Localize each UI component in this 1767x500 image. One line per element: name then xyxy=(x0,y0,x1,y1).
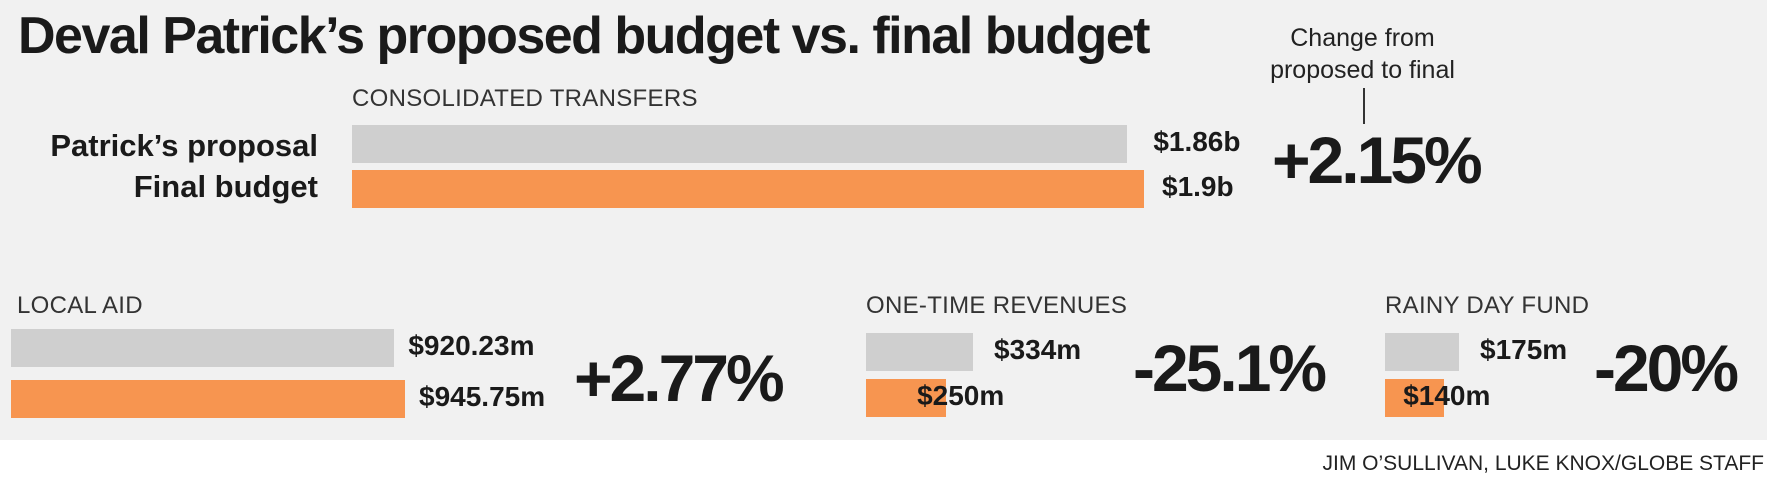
value-label-rainy-day-fund-proposal: $175m xyxy=(1480,334,1568,365)
value-label-local-aid-proposal: $920.23m xyxy=(408,330,535,361)
credit-line: JIM O’SULLIVAN, LUKE KNOX/GLOBE STAFF xyxy=(1322,452,1765,475)
bar-local-aid-proposal xyxy=(11,329,395,367)
value-label-one-time-revenues-proposal: $334m xyxy=(994,334,1082,365)
section-label-rainy-day-fund: RAINY DAY FUND xyxy=(1385,292,1590,319)
change-local-aid: +2.77% xyxy=(574,341,785,415)
value-label-one-time-revenues-final: $250m xyxy=(917,380,1005,411)
chart-title: Deval Patrick’s proposed budget vs. fina… xyxy=(18,7,1150,65)
value-label-local-aid-final: $945.75m xyxy=(419,381,546,412)
bar-consolidated-transfers-proposal xyxy=(352,125,1128,163)
bar-local-aid-final xyxy=(11,380,405,418)
section-label-consolidated-transfers: CONSOLIDATED TRANSFERS xyxy=(352,85,698,112)
change-rainy-day-fund: -20% xyxy=(1594,331,1739,405)
value-label-consolidated-transfers-proposal: $1.86b xyxy=(1153,126,1241,157)
value-label-consolidated-transfers-final: $1.9b xyxy=(1162,171,1234,202)
bar-consolidated-transfers-final xyxy=(352,170,1144,208)
bar-rainy-day-fund-final xyxy=(1385,379,1445,417)
row-label-proposal: Patrick’s proposal xyxy=(50,128,318,163)
value-label-rainy-day-fund-final: $140m xyxy=(1403,380,1491,411)
section-label-one-time-revenues: ONE-TIME REVENUES xyxy=(866,292,1128,319)
bar-rainy-day-fund-proposal xyxy=(1385,333,1459,371)
change-one-time-revenues: -25.1% xyxy=(1133,331,1327,405)
change-header: Change from proposed to final xyxy=(1270,24,1455,84)
bar-one-time-revenues-proposal xyxy=(866,333,973,371)
row-label-final: Final budget xyxy=(133,169,318,204)
section-label-local-aid: LOCAL AID xyxy=(17,292,143,319)
change-consolidated-transfers: +2.15% xyxy=(1272,123,1483,197)
bar-one-time-revenues-final xyxy=(866,379,947,417)
chart-panel xyxy=(0,0,1767,440)
change-header-tick xyxy=(1363,88,1365,124)
